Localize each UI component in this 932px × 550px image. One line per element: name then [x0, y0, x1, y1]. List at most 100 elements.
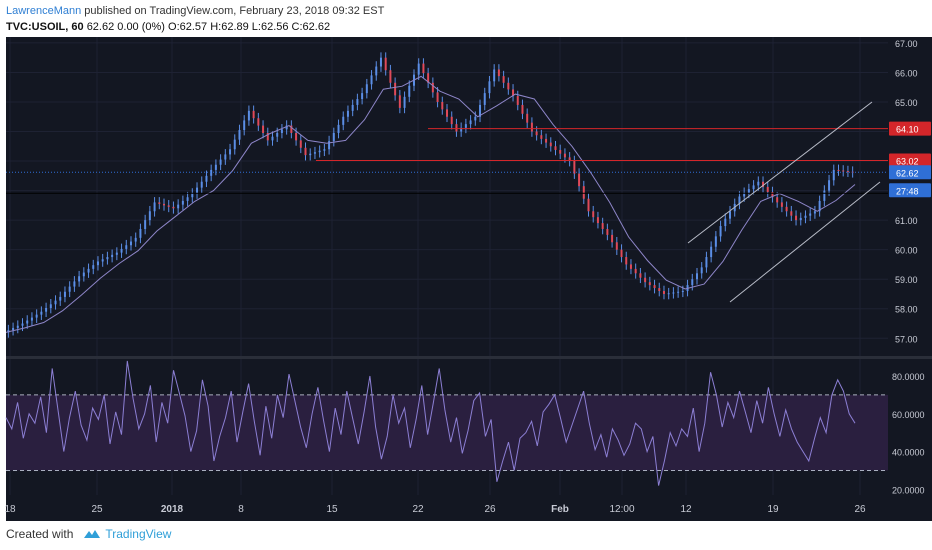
price-candle-body [181, 200, 184, 205]
price-candle-body [809, 213, 812, 216]
price-candle-body [304, 147, 307, 156]
price-candle-body [375, 66, 378, 76]
price-candle-body [795, 215, 798, 221]
price-axis[interactable]: 67.0066.0065.0064.0063.0062.0061.0060.00… [889, 39, 931, 495]
tradingview-logo-icon[interactable] [83, 528, 101, 540]
price-candle-body [73, 281, 76, 287]
price-candle-body [658, 288, 661, 292]
price-candle-body [233, 139, 236, 150]
price-axis-background [888, 37, 932, 521]
price-candle-body [780, 202, 783, 207]
price-candle-body [582, 186, 585, 199]
price-candle-body [229, 149, 232, 155]
price-candle-body [629, 264, 632, 269]
price-pane-background [6, 37, 888, 356]
price-candle-body [762, 181, 765, 187]
price-candle-body [813, 211, 816, 214]
price-candle-body [26, 320, 29, 324]
channel-upper-line [687, 101, 873, 244]
price-candle-body [573, 161, 576, 174]
chart-canvas[interactable]: 67.0066.0065.0064.0063.0062.0061.0060.00… [0, 37, 932, 521]
time-axis-background [6, 495, 888, 521]
price-candle-body [398, 95, 401, 108]
price-candle-body [417, 63, 420, 75]
price-candle-body [625, 257, 628, 265]
price-candle-body [474, 116, 477, 121]
price-candle-body [172, 206, 175, 209]
price-candle-body [545, 138, 548, 143]
rsi-tick-label: 60.0000 [892, 410, 925, 420]
time-axis[interactable]: 18 25 2018 8 15 22 26 Feb 12:00 12 19 26 [4, 504, 866, 515]
rsi-tick-label: 20.0000 [892, 485, 925, 495]
price-candle-body [549, 142, 552, 147]
price-tick-label: 59.00 [895, 275, 918, 285]
price-candle-body [403, 96, 406, 108]
price-candle-body [337, 124, 340, 133]
time-tick-label: 15 [326, 504, 338, 515]
price-candle-body [129, 241, 132, 246]
price-candle-body [427, 73, 430, 83]
price-candle-body [78, 276, 81, 282]
level-label-lower-bg [889, 153, 931, 168]
price-candle-body [601, 223, 604, 229]
price-candle-body [54, 300, 57, 305]
price-candle-body [63, 291, 66, 297]
price-candle-body [101, 259, 104, 262]
price-candle-body [578, 173, 581, 187]
price-candle-body [620, 249, 623, 258]
price-candle-body [818, 200, 821, 212]
bar-countdown-label: 27:48 [896, 186, 919, 196]
price-candle-body [502, 76, 505, 83]
price-candle-body [460, 127, 463, 132]
price-candle-body [634, 268, 637, 274]
rsi-tick-label: 40.0000 [892, 448, 925, 458]
price-candle-body [446, 109, 449, 117]
price-candle-body [125, 245, 128, 249]
author-link[interactable]: LawrenceMann [6, 5, 82, 17]
price-candle-body [238, 130, 241, 140]
price-candle-body [743, 192, 746, 197]
price-candle-body [436, 92, 439, 102]
price-candle-body [766, 186, 769, 193]
price-tick-label: 58.00 [895, 305, 918, 315]
price-candle-body [771, 192, 774, 198]
price-candle-body [68, 286, 71, 292]
time-tick-label: 22 [412, 504, 424, 515]
price-candle-body [7, 330, 10, 333]
price-candle-body [271, 136, 274, 141]
price-candle-body [563, 153, 566, 158]
price-candle-body [644, 277, 647, 283]
price-candle-body [365, 84, 368, 94]
price-candle-body [30, 317, 33, 321]
ascending-channel[interactable] [687, 101, 881, 303]
price-candle-body [842, 170, 845, 172]
price-candle-body [653, 285, 656, 289]
horizontal-levels[interactable] [6, 128, 888, 194]
tradingview-link[interactable]: TradingView [105, 527, 172, 541]
price-candle-body [455, 124, 458, 132]
price-candle-body [662, 291, 665, 294]
price-candle-body [828, 180, 831, 191]
price-tick-label: 67.00 [895, 39, 918, 49]
price-candle-body [219, 159, 222, 165]
price-candle-body [497, 69, 500, 77]
price-candle-body [790, 211, 793, 216]
price-candle-body [323, 149, 326, 151]
price-candle-body [313, 152, 316, 154]
price-candle-body [332, 132, 335, 142]
published-text: published on TradingView.com, February 2… [81, 5, 385, 17]
price-candle-body [526, 113, 529, 123]
price-candle-body [705, 257, 708, 268]
price-candle-body [535, 131, 538, 136]
price-tick-label: 61.00 [895, 216, 918, 226]
price-candle-body [299, 140, 302, 148]
level-label-upper: 64.10 [896, 125, 919, 135]
publication-header: LawrenceMann published on TradingView.co… [6, 5, 384, 17]
price-candle-body [729, 211, 732, 219]
price-candle-body [394, 82, 397, 96]
time-tick-label: 8 [238, 504, 244, 515]
price-candle-body [648, 282, 651, 286]
price-candle-body [262, 125, 265, 133]
price-candle-body [328, 141, 331, 150]
price-candle-body [700, 267, 703, 274]
